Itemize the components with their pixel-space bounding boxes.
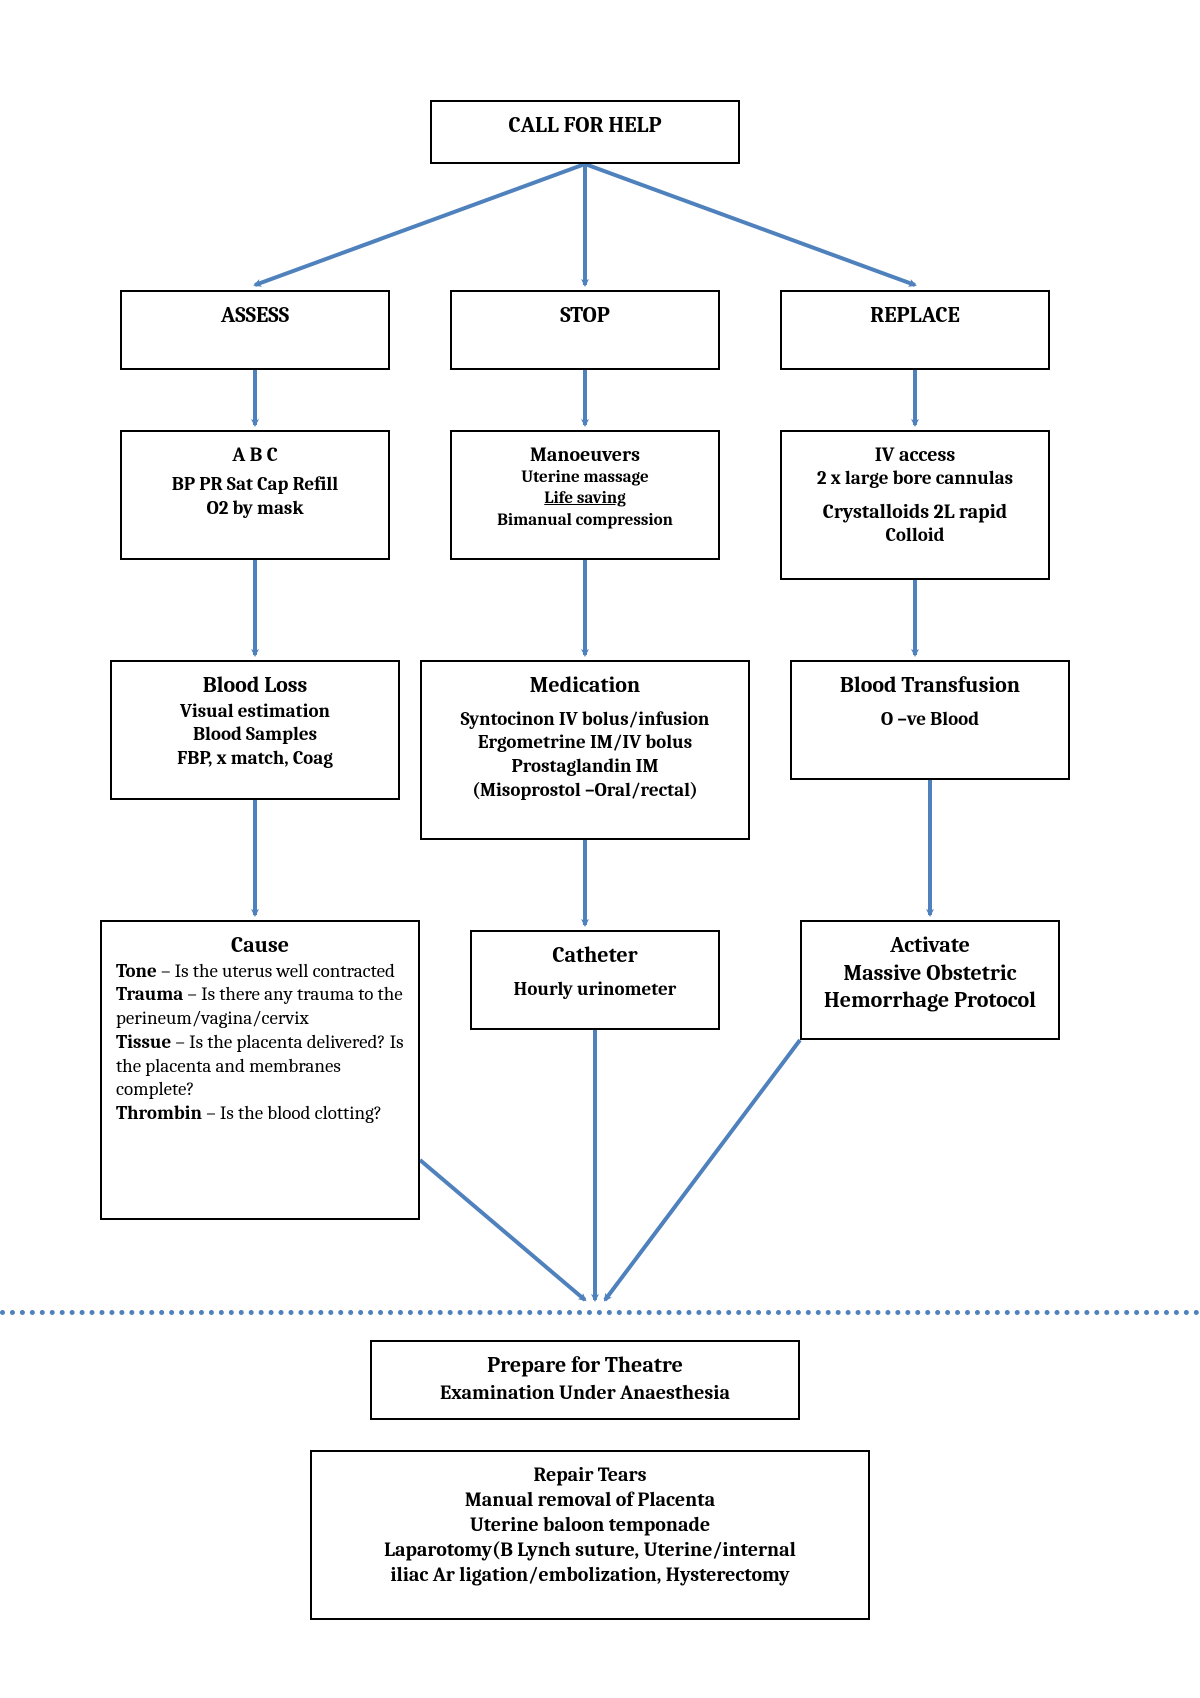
node-line: Visual estimation	[120, 700, 390, 724]
node-line: Prostaglandin IM	[430, 755, 740, 779]
node-title: Medication	[430, 672, 740, 700]
node-catheter: Catheter Hourly urinometer	[470, 930, 720, 1030]
cause-body: Tone – Is the uterus well contracted Tra…	[110, 960, 410, 1126]
node-line: Uterine baloon temponade	[320, 1512, 860, 1537]
node-line: O –ve Blood	[800, 708, 1060, 732]
node-line: Syntocinon IV bolus/infusion	[430, 708, 740, 732]
cause-label: Thrombin	[116, 1102, 202, 1124]
node-line: O2 by mask	[130, 497, 380, 521]
node-title: Blood Transfusion	[800, 672, 1060, 700]
node-line: Colloid	[790, 524, 1040, 548]
node-line: Laparotomy(B Lynch suture, Uterine/inter…	[320, 1537, 860, 1562]
node-line: Bimanual compression	[460, 510, 710, 531]
node-line: Hourly urinometer	[480, 978, 710, 1002]
cause-label: Tissue	[116, 1031, 171, 1053]
node-title: Hemorrhage Protocol	[810, 987, 1050, 1015]
node-iv-access: IV access 2 x large bore cannulas Crysta…	[780, 430, 1050, 580]
node-title: A B C	[130, 442, 380, 467]
node-title: Activate	[810, 932, 1050, 960]
node-title: Massive Obstetric	[810, 960, 1050, 988]
node-line: BP PR Sat Cap Refill	[130, 473, 380, 497]
node-line: (Misoprostol –Oral/rectal)	[430, 779, 740, 803]
node-manoeuvers: Manoeuvers Uterine massage Life saving B…	[450, 430, 720, 560]
arrows-layer	[0, 0, 1200, 1698]
node-title: Manoeuvers	[460, 442, 710, 467]
node-medication: Medication Syntocinon IV bolus/infusion …	[420, 660, 750, 840]
node-line: Crystalloids 2L rapid	[790, 499, 1040, 524]
flowchart-canvas: CALL FOR HELP ASSESS STOP REPLACE A B C …	[0, 0, 1200, 1698]
node-title: IV access	[790, 442, 1040, 467]
node-line: iliac Ar ligation/embolization, Hysterec…	[320, 1562, 860, 1587]
node-line: 2 x large bore cannulas	[790, 467, 1040, 491]
node-prepare-theatre: Prepare for Theatre Examination Under An…	[370, 1340, 800, 1420]
node-call-for-help: CALL FOR HELP	[430, 100, 740, 164]
cause-label: Trauma	[116, 983, 183, 1005]
node-line: Ergometrine IM/IV bolus	[430, 731, 740, 755]
node-stop: STOP	[450, 290, 720, 370]
node-line: Blood Samples	[120, 723, 390, 747]
node-title: REPLACE	[790, 302, 1040, 330]
node-assess: ASSESS	[120, 290, 390, 370]
node-title: Cause	[110, 932, 410, 960]
node-line: Manual removal of Placenta	[320, 1487, 860, 1512]
dotted-divider	[0, 1310, 1200, 1315]
node-line: Examination Under Anaesthesia	[380, 1380, 790, 1405]
node-title: ASSESS	[130, 302, 380, 330]
node-line: FBP, x match, Coag	[120, 747, 390, 771]
node-blood-loss: Blood Loss Visual estimation Blood Sampl…	[110, 660, 400, 800]
node-title: CALL FOR HELP	[440, 112, 730, 140]
node-line: Uterine massage	[460, 467, 710, 488]
cause-text: – Is the blood clotting?	[202, 1102, 382, 1124]
node-title: Blood Loss	[120, 672, 390, 700]
node-abc: A B C BP PR Sat Cap Refill O2 by mask	[120, 430, 390, 560]
node-line: Repair Tears	[320, 1462, 860, 1487]
cause-text: – Is the uterus well contracted	[157, 960, 395, 982]
node-replace: REPLACE	[780, 290, 1050, 370]
node-cause: Cause Tone – Is the uterus well contract…	[100, 920, 420, 1220]
node-title: Prepare for Theatre	[380, 1352, 790, 1380]
cause-label: Tone	[116, 960, 157, 982]
node-line: Life saving	[460, 488, 710, 509]
node-theatre-actions: Repair Tears Manual removal of Placenta …	[310, 1450, 870, 1620]
node-blood-transfusion: Blood Transfusion O –ve Blood	[790, 660, 1070, 780]
node-title: Catheter	[480, 942, 710, 970]
node-activate-protocol: Activate Massive Obstetric Hemorrhage Pr…	[800, 920, 1060, 1040]
node-title: STOP	[460, 302, 710, 330]
